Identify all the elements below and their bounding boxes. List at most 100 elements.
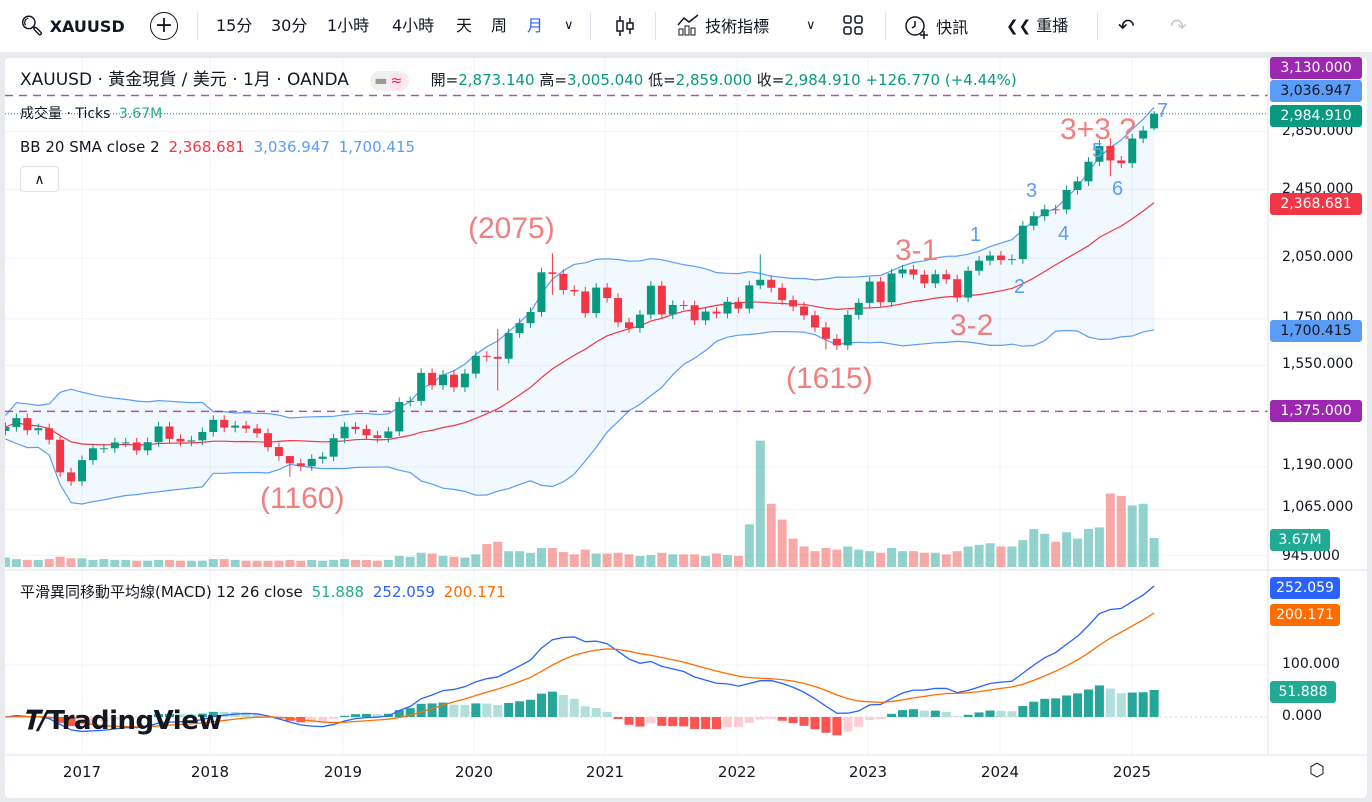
volume-bar xyxy=(646,555,656,567)
annotation-wave-7[interactable]: 7 xyxy=(1157,100,1169,122)
plus-circle-icon[interactable]: + xyxy=(150,12,178,40)
candle-body xyxy=(187,440,196,442)
macd-histogram-bar xyxy=(99,717,109,722)
candle-body xyxy=(274,447,283,457)
candle-body xyxy=(318,456,327,459)
macd-histogram-bar xyxy=(394,710,404,717)
interval-day[interactable]: 天 xyxy=(456,16,473,35)
replay-button[interactable]: ❮❮ 重播 xyxy=(1006,13,1068,39)
volume-bar xyxy=(657,552,667,567)
time-tick: 2024 xyxy=(980,763,1020,781)
volume-bar xyxy=(351,559,360,567)
indicators-button[interactable]: 技術指標 xyxy=(676,13,769,40)
annotation-wave-3-1[interactable]: 3-1 xyxy=(895,234,939,267)
candle-body xyxy=(734,301,743,309)
volume-bar xyxy=(613,552,623,567)
annotation-peak-2020[interactable]: (2075) xyxy=(468,212,555,245)
time-tick: 2018 xyxy=(190,763,230,781)
alerts-button[interactable]: 快訊 xyxy=(903,13,968,41)
macd-line-value: 252.059 xyxy=(372,583,435,601)
candle-body xyxy=(537,272,546,313)
interval-1h[interactable]: 1小時 xyxy=(327,16,370,35)
macd-histogram-bar xyxy=(1149,689,1159,717)
candle-body xyxy=(548,272,557,274)
volume-bar xyxy=(449,556,459,567)
volume-legend[interactable]: 成交量 · Ticks 3.67M xyxy=(20,104,162,124)
interval-30m[interactable]: 30分 xyxy=(271,16,308,35)
volume-bar xyxy=(898,551,907,567)
volume-bar xyxy=(1040,533,1050,567)
annotation-wave-6[interactable]: 6 xyxy=(1112,178,1124,200)
annotation-wave-1[interactable]: 1 xyxy=(970,224,982,246)
macd-legend[interactable]: 平滑異同移動平均線(MACD) 12 26 close 51.888 252.0… xyxy=(20,582,506,602)
volume-bar xyxy=(11,559,21,567)
macd-histogram-bar xyxy=(536,693,546,717)
layout-grid-icon[interactable] xyxy=(842,13,864,45)
volume-bar xyxy=(1062,532,1072,567)
macd-histogram-bar xyxy=(1127,692,1137,717)
macd-histogram-bar xyxy=(832,717,842,736)
candle-body xyxy=(67,472,76,482)
interval-15m[interactable]: 15分 xyxy=(216,16,253,35)
annotation-wave-3-3[interactable]: 3+3 ? xyxy=(1060,113,1136,146)
macd-histogram-bar xyxy=(132,717,142,718)
macd-histogram-bar xyxy=(602,711,612,717)
volume-bar xyxy=(482,544,492,567)
volume-bar xyxy=(821,548,831,567)
macd-histogram-bar xyxy=(307,717,317,723)
chevron-down-icon[interactable]: ∨ xyxy=(806,18,816,33)
macd-histogram-bar xyxy=(952,716,962,717)
low-label: 低= xyxy=(648,71,676,89)
macd-histogram-bar xyxy=(460,704,470,717)
volume-bar xyxy=(602,553,612,567)
market-status-badge[interactable]: ▬ ≈ xyxy=(370,71,410,91)
macd-histogram-bar xyxy=(361,713,371,717)
macd-histogram-bar xyxy=(1051,698,1061,717)
candle-body xyxy=(515,323,524,334)
candle-body xyxy=(242,425,251,429)
macd-histogram-bar xyxy=(646,717,656,724)
symbol-title: XAUUSD · 黃金現貨 / 美元 · 1月 · OANDA xyxy=(20,70,349,90)
symbol-search-button[interactable]: 🔍︎ XAUUSD xyxy=(20,13,125,40)
volume-bar xyxy=(44,559,54,567)
price-tick: 2,050.000 xyxy=(1282,249,1354,265)
annotation-low-2022[interactable]: (1615) xyxy=(786,362,873,395)
candle-body xyxy=(121,442,130,444)
annotation-wave-3-2[interactable]: 3-2 xyxy=(950,309,994,342)
chart-legend: XAUUSD · 黃金現貨 / 美元 · 1月 · OANDA ▬ ≈ 開=2,8… xyxy=(20,70,1017,91)
time-tick: 2025 xyxy=(1112,763,1152,781)
bb-legend[interactable]: BB 20 SMA close 2 2,368.681 3,036.947 1,… xyxy=(20,137,415,157)
annotation-wave-5[interactable]: 5 xyxy=(1092,140,1104,162)
volume-bar xyxy=(427,553,437,567)
collapse-legend-button[interactable]: ∧ xyxy=(20,166,59,192)
settings-icon[interactable]: ⬡ xyxy=(1309,760,1325,781)
candle-body xyxy=(5,427,10,431)
bb-basis-value: 2,368.681 xyxy=(168,138,245,156)
bb-basis-badge: 2,368.681 xyxy=(1270,193,1362,215)
undo-icon[interactable]: ↶ xyxy=(1118,14,1135,38)
volume-bar xyxy=(668,554,678,567)
volume-bar xyxy=(252,560,262,567)
tradingview-logo[interactable]: 𝐓/TradingView xyxy=(22,706,222,737)
candle-body xyxy=(449,374,458,388)
candle-body xyxy=(975,260,984,271)
interval-month[interactable]: 月 xyxy=(527,16,544,35)
annotation-low-2018[interactable]: (1160) xyxy=(260,482,345,515)
time-tick: 2019 xyxy=(323,763,363,781)
macd-tick: 0.000 xyxy=(1282,708,1323,724)
chevron-down-icon[interactable]: ∨ xyxy=(564,18,574,33)
macd-histogram-bar xyxy=(241,712,251,717)
interval-4h[interactable]: 4小時 xyxy=(392,16,435,35)
volume-bar xyxy=(996,546,1006,567)
annotation-wave-2[interactable]: 2 xyxy=(1014,276,1026,298)
candle-body xyxy=(800,306,809,316)
volume-bar xyxy=(471,554,481,567)
candles-icon[interactable] xyxy=(614,13,636,47)
redo-icon[interactable]: ↷ xyxy=(1170,14,1187,38)
interval-week[interactable]: 周 xyxy=(491,16,508,35)
macd-histogram-bar xyxy=(88,717,98,724)
annotation-wave-4[interactable]: 4 xyxy=(1058,223,1070,245)
candle-body xyxy=(964,270,973,298)
annotation-wave-3[interactable]: 3 xyxy=(1026,180,1038,202)
